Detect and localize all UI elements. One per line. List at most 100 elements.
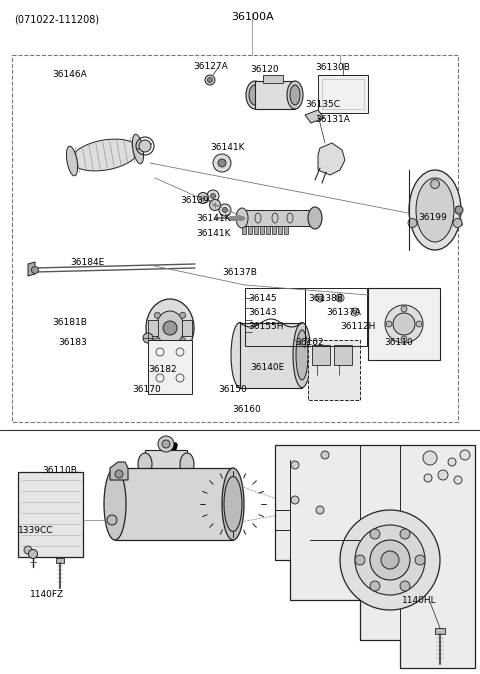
Text: 36155H: 36155H [248, 322, 284, 331]
Bar [255, 81, 295, 109]
Circle shape [370, 529, 380, 539]
Circle shape [211, 193, 216, 199]
Circle shape [209, 200, 220, 210]
Ellipse shape [370, 540, 410, 580]
Text: 36143: 36143 [248, 308, 276, 317]
Circle shape [415, 555, 425, 565]
Ellipse shape [224, 477, 242, 532]
Ellipse shape [132, 134, 144, 164]
Bar [148, 340, 192, 394]
Bar [284, 226, 288, 234]
Bar [312, 345, 330, 365]
Text: 36135C: 36135C [305, 100, 340, 109]
Circle shape [218, 159, 226, 167]
Text: 36100A: 36100A [231, 12, 273, 22]
Text: 36130B: 36130B [315, 63, 350, 72]
Ellipse shape [249, 85, 261, 105]
Circle shape [180, 338, 186, 344]
Text: 36120: 36120 [250, 65, 278, 74]
Text: 36137A: 36137A [326, 308, 361, 317]
Bar [322, 79, 364, 109]
Circle shape [32, 266, 38, 274]
Ellipse shape [66, 146, 78, 176]
Circle shape [408, 218, 417, 228]
Text: 36141K: 36141K [210, 143, 244, 152]
Ellipse shape [308, 207, 322, 229]
Ellipse shape [355, 525, 425, 595]
Text: 36138B: 36138B [308, 294, 343, 303]
Ellipse shape [146, 299, 194, 357]
Ellipse shape [72, 139, 139, 171]
Circle shape [115, 470, 123, 478]
Circle shape [438, 470, 448, 480]
Ellipse shape [246, 81, 264, 109]
Ellipse shape [409, 170, 461, 250]
Bar [308, 340, 360, 400]
Bar [18, 472, 83, 557]
Circle shape [353, 310, 357, 314]
Ellipse shape [138, 453, 152, 475]
Text: 36146A: 36146A [52, 70, 87, 79]
Ellipse shape [416, 178, 454, 242]
Ellipse shape [296, 330, 308, 380]
Text: (071022-111208): (071022-111208) [14, 14, 99, 24]
Circle shape [205, 75, 215, 85]
Circle shape [401, 336, 407, 342]
Ellipse shape [393, 313, 415, 335]
Text: 36199: 36199 [418, 213, 447, 222]
Bar [115, 468, 233, 540]
Circle shape [355, 555, 365, 565]
Text: 36181B: 36181B [52, 318, 87, 327]
Ellipse shape [290, 85, 300, 105]
Bar [56, 558, 64, 563]
Bar [272, 226, 276, 234]
Circle shape [154, 338, 160, 344]
Polygon shape [318, 143, 345, 175]
Circle shape [207, 78, 213, 82]
Circle shape [162, 440, 170, 448]
Circle shape [424, 474, 432, 482]
Circle shape [460, 450, 470, 460]
Bar [263, 75, 283, 83]
Circle shape [431, 179, 440, 189]
Ellipse shape [163, 321, 177, 335]
Text: 36139: 36139 [180, 196, 209, 205]
Polygon shape [168, 470, 188, 483]
Text: 36127A: 36127A [193, 62, 228, 71]
Bar [254, 226, 258, 234]
Ellipse shape [180, 453, 194, 475]
Bar [278, 226, 282, 234]
Circle shape [291, 496, 299, 504]
Ellipse shape [222, 468, 244, 540]
Circle shape [291, 461, 299, 469]
Circle shape [197, 193, 208, 204]
Circle shape [453, 218, 462, 228]
Circle shape [321, 451, 329, 459]
Bar [12, 55, 458, 422]
Ellipse shape [287, 81, 303, 109]
Bar [305, 288, 367, 346]
Ellipse shape [104, 468, 126, 540]
Ellipse shape [381, 551, 399, 569]
Polygon shape [275, 445, 475, 668]
Text: 36184E: 36184E [70, 258, 104, 267]
Circle shape [416, 321, 422, 327]
Circle shape [423, 451, 437, 465]
Circle shape [454, 476, 462, 484]
Bar [318, 75, 368, 113]
Circle shape [386, 321, 392, 327]
Bar [145, 450, 187, 478]
Ellipse shape [293, 322, 311, 388]
Text: 36110B: 36110B [42, 466, 77, 475]
Ellipse shape [340, 510, 440, 610]
Text: 36131A: 36131A [315, 115, 350, 124]
Text: 36145: 36145 [248, 294, 276, 303]
Text: 1140FZ: 1140FZ [30, 590, 64, 599]
Text: 36140E: 36140E [250, 363, 284, 372]
Ellipse shape [156, 311, 184, 345]
Circle shape [143, 333, 153, 343]
Polygon shape [182, 320, 192, 336]
Bar [334, 345, 352, 365]
Bar [260, 226, 264, 234]
Polygon shape [110, 462, 128, 480]
